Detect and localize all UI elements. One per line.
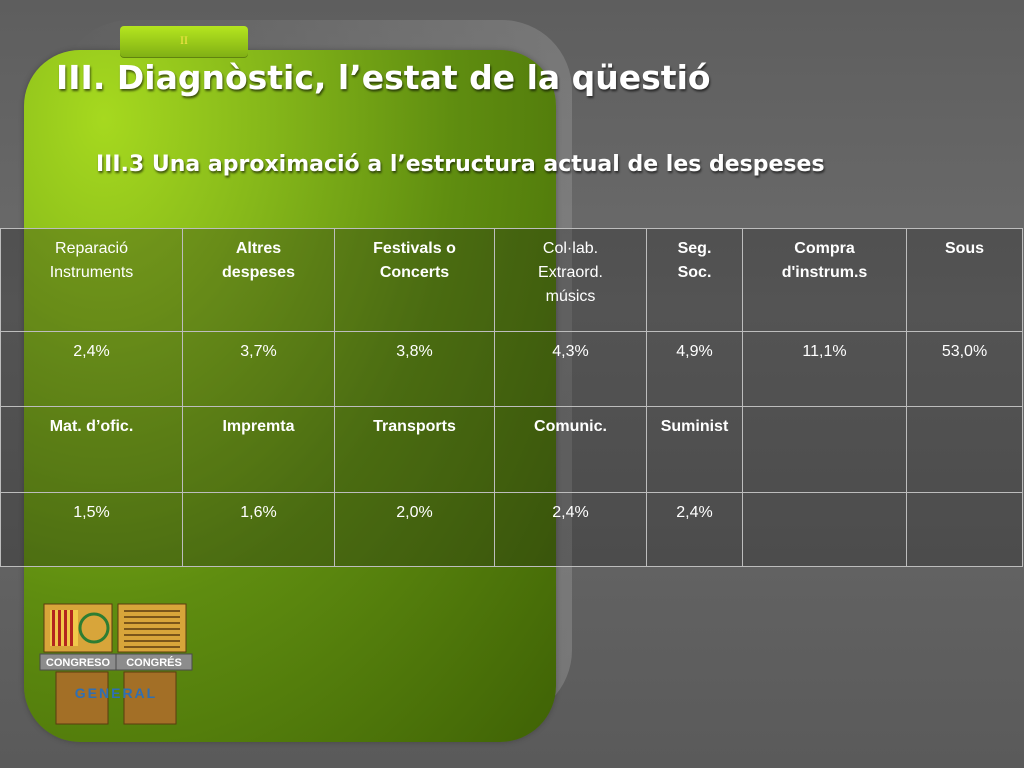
cell-line: Soc.	[677, 264, 712, 281]
logo-flag-stripe	[58, 610, 61, 646]
expenses-table: Reparació Instruments Altres despeses Fe…	[0, 228, 1023, 567]
cell-line: Seg.	[677, 240, 712, 257]
cell-line: Col·lab.	[542, 240, 599, 257]
table-cell: Festivals o Concerts	[334, 228, 495, 332]
table-cell	[906, 406, 1023, 493]
table-cell: 53,0%	[906, 331, 1023, 407]
table-cell: Reparació Instruments	[0, 228, 183, 332]
table-cell: 3,7%	[182, 331, 335, 407]
table-cell: Impremta	[182, 406, 335, 493]
table-cell: Col·lab. Extraord. músics	[494, 228, 647, 332]
table-cell: 1,5%	[0, 492, 183, 567]
table-cell: 2,0%	[334, 492, 495, 567]
table-cell: Mat. d’ofic.	[0, 406, 183, 493]
logo-bottom-text: GENERAL	[75, 685, 157, 701]
cell-line: d'instrum.s	[781, 264, 868, 281]
table-values-row-1: 2,4% 3,7% 3,8% 4,3% 4,9% 11,1% 53,0%	[0, 331, 1023, 407]
cell-line: Compra	[794, 240, 855, 257]
table-cell: 3,8%	[334, 331, 495, 407]
table-cell: Altres despeses	[182, 228, 335, 332]
table-cell: 2,4%	[494, 492, 647, 567]
logo-left-base	[55, 671, 109, 725]
logo-text-lines	[124, 610, 180, 648]
table-cell: 1,6%	[182, 492, 335, 567]
logo-right-block	[117, 603, 187, 653]
logo-right-label-band	[115, 653, 193, 671]
cell-line: Sous	[944, 240, 985, 257]
treble-clef-icon	[78, 612, 110, 644]
slide-title: III. Diagnòstic, l’estat de la qüestió	[56, 58, 711, 97]
logo-flag-stripe	[52, 610, 55, 646]
section-tab-label: II	[180, 33, 188, 47]
logo-right-base	[123, 671, 177, 725]
table-cell: Compra d'instrum.s	[742, 228, 907, 332]
table-cell: 4,9%	[646, 331, 743, 407]
table-cell: 2,4%	[0, 331, 183, 407]
table-cell: 2,4%	[646, 492, 743, 567]
table-header-row-1: Reparació Instruments Altres despeses Fe…	[0, 228, 1023, 332]
table-cell: Comunic.	[494, 406, 647, 493]
table-cell: Transports	[334, 406, 495, 493]
cell-line: despeses	[222, 264, 295, 281]
logo-flag-stripe	[64, 610, 67, 646]
cell-line: Altres	[235, 240, 282, 257]
table-cell: 4,3%	[494, 331, 647, 407]
cell-line: Extraord.	[538, 264, 603, 281]
table-header-row-2: Mat. d’ofic. Impremta Transports Comunic…	[0, 406, 1023, 493]
logo-left-text: CONGRESO	[46, 657, 111, 669]
logo-flag-stripe	[70, 610, 73, 646]
logo-right-text: CONGRÉS	[126, 656, 182, 669]
cell-line: Concerts	[379, 264, 450, 281]
congress-logo: CONGRESO CONGRÉS GENERAL	[39, 603, 193, 725]
table-cell: Seg. Soc.	[646, 228, 743, 332]
table-cell	[906, 492, 1023, 567]
cell-line: Reparació	[55, 240, 128, 257]
table-values-row-2: 1,5% 1,6% 2,0% 2,4% 2,4%	[0, 492, 1023, 567]
slide-subtitle: III.3 Una aproximació a l’estructura act…	[96, 152, 825, 177]
section-tab[interactable]: II	[120, 26, 248, 58]
table-cell	[742, 492, 907, 567]
cell-line: Festivals o	[373, 240, 456, 257]
table-cell: 11,1%	[742, 331, 907, 407]
table-cell: Suminist	[646, 406, 743, 493]
table-cell	[742, 406, 907, 493]
cell-line: músics	[545, 288, 596, 305]
table-cell: Sous	[906, 228, 1023, 332]
cell-line: Instruments	[49, 264, 134, 281]
